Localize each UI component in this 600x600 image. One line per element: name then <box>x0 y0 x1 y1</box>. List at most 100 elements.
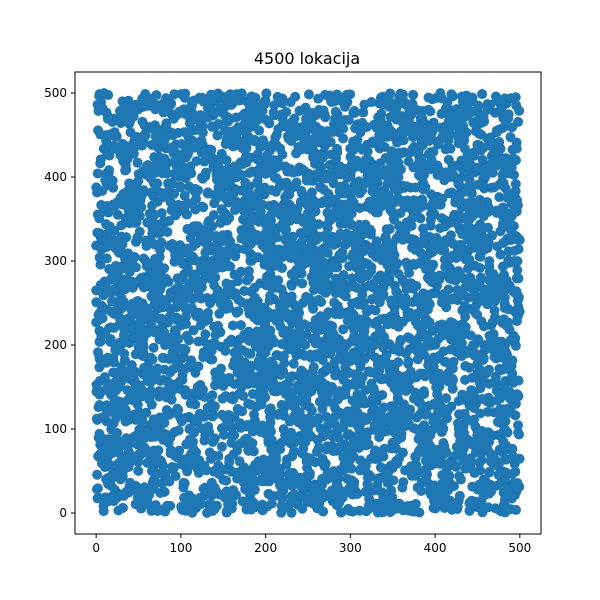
scatter-point <box>354 442 365 453</box>
scatter-point <box>365 471 376 482</box>
scatter-point <box>322 207 333 218</box>
scatter-point <box>202 112 213 123</box>
scatter-point <box>216 148 227 159</box>
scatter-point <box>142 375 153 386</box>
scatter-point <box>319 366 330 377</box>
scatter-point <box>267 167 278 178</box>
scatter-point <box>212 320 223 331</box>
scatter-point <box>227 320 238 331</box>
scatter-point <box>359 99 370 110</box>
scatter-point <box>277 93 288 104</box>
scatter-point <box>513 292 524 303</box>
scatter-point <box>217 409 228 420</box>
scatter-point <box>364 487 375 497</box>
scatter-point <box>307 367 318 378</box>
scatter-point <box>403 332 414 343</box>
scatter-point <box>98 506 109 517</box>
scatter-point <box>443 473 454 484</box>
scatter-point <box>183 132 194 143</box>
scatter-point <box>235 320 246 331</box>
scatter-point <box>505 504 516 515</box>
scatter-point <box>149 453 160 464</box>
scatter-point <box>457 229 468 240</box>
scatter-point <box>239 135 250 146</box>
scatter-point <box>501 363 512 374</box>
scatter-point <box>202 240 213 251</box>
scatter-point <box>499 93 510 104</box>
scatter-point <box>467 438 478 449</box>
scatter-point <box>122 186 133 197</box>
scatter-point <box>180 311 191 322</box>
scatter-point <box>184 434 195 445</box>
scatter-point <box>174 181 185 192</box>
scatter-point <box>213 292 224 303</box>
scatter-point <box>317 243 328 254</box>
scatter-point <box>211 192 222 203</box>
scatter-point <box>94 400 105 411</box>
scatter-point <box>238 214 249 225</box>
scatter-point <box>506 220 517 231</box>
scatter-point <box>371 251 382 262</box>
scatter-point <box>135 413 146 424</box>
scatter-point <box>306 386 317 397</box>
scatter-point <box>213 119 224 130</box>
scatter-point <box>410 316 421 327</box>
scatter-points <box>91 88 525 518</box>
plot-area-frame <box>74 71 542 535</box>
scatter-point <box>213 106 224 117</box>
scatter-point <box>360 154 371 165</box>
scatter-point <box>495 249 506 260</box>
scatter-point <box>103 434 114 445</box>
scatter-point <box>299 137 310 148</box>
scatter-point <box>176 501 187 512</box>
scatter-point <box>198 96 209 107</box>
scatter-point <box>313 294 324 305</box>
scatter-point <box>243 265 254 276</box>
scatter-point <box>136 273 147 284</box>
scatter-point <box>154 251 165 262</box>
scatter-point <box>456 111 467 122</box>
scatter-point <box>102 113 113 124</box>
scatter-point <box>460 374 471 385</box>
scatter-point <box>445 344 456 355</box>
scatter-point <box>450 294 461 305</box>
scatter-point <box>91 285 102 296</box>
scatter-point <box>463 210 474 221</box>
scatter-point <box>452 245 463 256</box>
scatter-point <box>286 507 297 518</box>
scatter-point <box>327 255 338 266</box>
scatter-point <box>163 276 174 287</box>
scatter-point <box>478 446 489 457</box>
scatter-point <box>510 186 521 197</box>
scatter-point <box>436 213 447 224</box>
scatter-point <box>295 373 306 384</box>
scatter-point <box>410 387 421 398</box>
scatter-point <box>305 483 316 494</box>
scatter-point <box>135 330 146 341</box>
scatter-point <box>303 377 314 388</box>
scatter-point <box>491 207 502 218</box>
scatter-point <box>96 244 107 255</box>
scatter-point <box>482 396 493 407</box>
scatter-point <box>138 341 149 352</box>
scatter-point <box>209 401 220 412</box>
scatter-point <box>435 223 446 234</box>
scatter-point <box>346 208 357 219</box>
scatter-point <box>249 134 260 145</box>
scatter-point <box>101 219 112 230</box>
scatter-point <box>286 124 297 135</box>
scatter-point <box>94 252 105 263</box>
scatter-point <box>144 394 155 405</box>
scatter-point <box>467 481 478 492</box>
scatter-point <box>432 170 443 180</box>
scatter-point <box>355 237 366 248</box>
scatter-point <box>232 276 243 287</box>
scatter-point <box>269 140 280 151</box>
scatter-point <box>445 252 456 262</box>
scatter-point <box>293 211 304 222</box>
scatter-point <box>437 193 448 204</box>
scatter-point <box>268 206 279 217</box>
scatter-point <box>244 335 255 346</box>
scatter-point <box>460 348 471 359</box>
scatter-point <box>424 164 435 175</box>
